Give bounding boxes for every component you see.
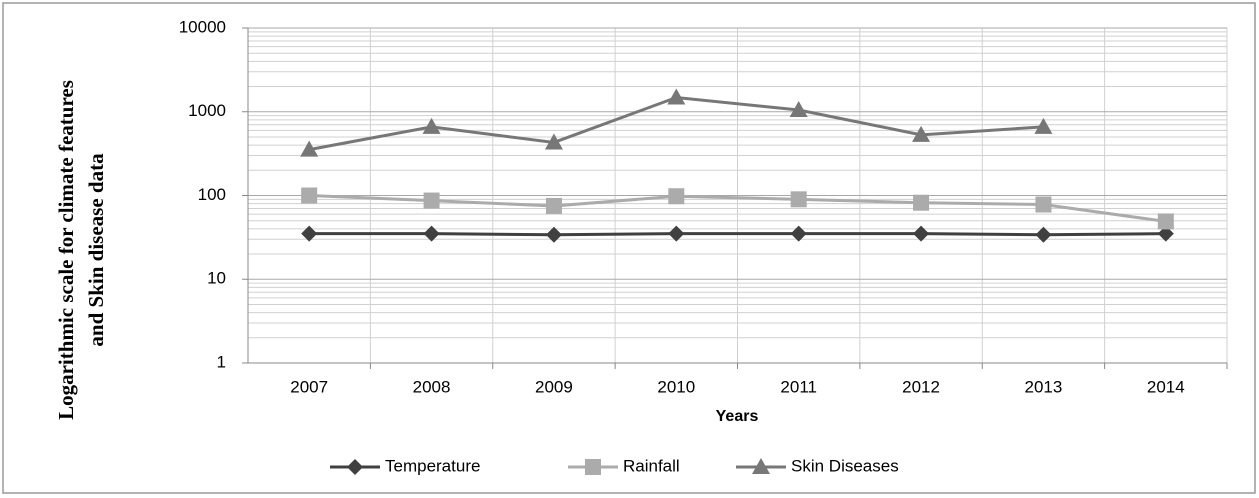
y-axis-title: and Skin disease data bbox=[84, 153, 108, 347]
y-tick-label: 10 bbox=[207, 269, 226, 288]
y-axis-title: Logarithmic scale for climate features bbox=[54, 80, 78, 420]
marker bbox=[1035, 196, 1052, 213]
legend-label: Rainfall bbox=[623, 456, 680, 475]
marker bbox=[544, 133, 563, 150]
marker bbox=[1157, 225, 1174, 242]
marker bbox=[667, 88, 686, 105]
legend-label: Skin Diseases bbox=[791, 456, 899, 475]
x-tick-label: 2008 bbox=[413, 377, 451, 396]
marker bbox=[668, 225, 685, 242]
marker bbox=[301, 187, 318, 204]
marker bbox=[1035, 226, 1052, 243]
marker bbox=[301, 225, 318, 242]
x-axis-title: Years bbox=[716, 408, 759, 425]
y-tick-label: 100 bbox=[198, 185, 226, 204]
y-tick-label: 1000 bbox=[188, 101, 226, 120]
x-tick-label: 2013 bbox=[1025, 377, 1063, 396]
marker bbox=[789, 100, 808, 117]
y-tick-label: 1 bbox=[217, 352, 226, 371]
legend-label: Temperature bbox=[385, 456, 480, 475]
legend-marker bbox=[347, 459, 363, 475]
marker bbox=[913, 225, 930, 242]
series-line bbox=[309, 232, 1166, 237]
x-tick-label: 2007 bbox=[290, 377, 328, 396]
marker bbox=[300, 140, 319, 157]
x-tick-label: 2010 bbox=[657, 377, 695, 396]
marker bbox=[790, 225, 807, 242]
marker bbox=[790, 191, 807, 208]
y-tick-label: 10000 bbox=[179, 17, 226, 36]
x-tick-label: 2011 bbox=[780, 377, 817, 396]
marker bbox=[545, 197, 562, 214]
marker bbox=[422, 117, 441, 134]
marker bbox=[1034, 117, 1053, 134]
marker bbox=[423, 192, 440, 209]
legend-marker bbox=[585, 459, 601, 475]
legend-marker bbox=[752, 458, 770, 474]
legend-item: Rainfall bbox=[568, 456, 680, 475]
legend-item: Temperature bbox=[330, 456, 480, 475]
x-tick-label: 2012 bbox=[902, 377, 940, 396]
marker bbox=[668, 188, 685, 205]
marker bbox=[912, 125, 931, 142]
series-line bbox=[309, 194, 1167, 223]
legend-item: Skin Diseases bbox=[736, 456, 899, 475]
marker bbox=[545, 226, 562, 243]
marker bbox=[913, 194, 930, 211]
x-tick-label: 2014 bbox=[1147, 377, 1185, 396]
x-tick-label: 2009 bbox=[535, 377, 573, 396]
marker bbox=[1157, 213, 1174, 230]
marker bbox=[423, 225, 440, 242]
